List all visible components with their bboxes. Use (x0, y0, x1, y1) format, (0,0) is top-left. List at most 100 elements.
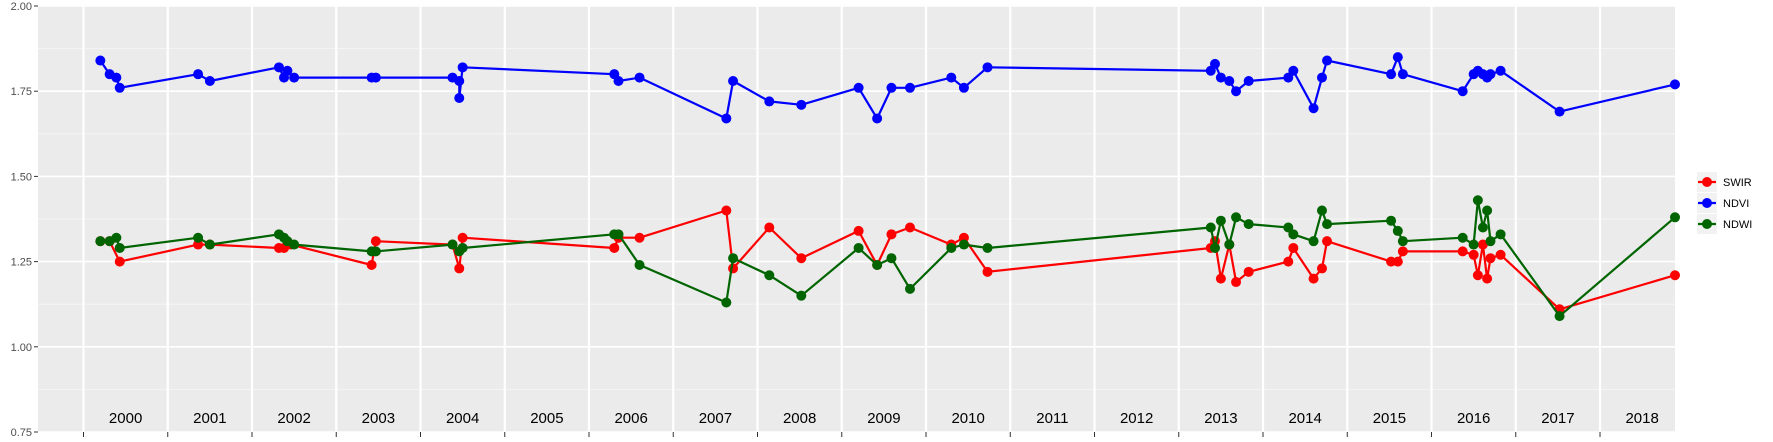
ndvi-point (1392, 52, 1403, 63)
ndvi-point (1670, 79, 1680, 90)
ndvi-point (904, 82, 915, 93)
year-label: 2007 (699, 410, 732, 427)
swir-point (721, 205, 732, 216)
ndvi-point (1288, 65, 1299, 76)
ndwi-point (447, 239, 458, 250)
ndwi-point (886, 253, 897, 264)
ndvi-point (204, 75, 215, 86)
ndwi-point (1316, 205, 1327, 216)
ndvi-point (1308, 103, 1319, 114)
ndvi-point (1224, 75, 1235, 86)
series-ndvi (95, 52, 1680, 124)
ndwi-point (1209, 242, 1220, 253)
swir-point (1243, 266, 1254, 277)
swir-point (114, 256, 125, 267)
y-tick-label: 1.50 (11, 171, 32, 183)
legend-key-point (1702, 219, 1712, 229)
ndwi-point (1243, 219, 1254, 230)
ndwi-point (982, 242, 993, 253)
swir-point (796, 253, 807, 264)
year-label: 2000 (109, 410, 142, 427)
ndvi-point (1485, 69, 1496, 80)
ndvi-point (982, 62, 993, 73)
ndwi-point (1392, 225, 1403, 236)
ndvi-point (1322, 55, 1333, 66)
ndvi-point (1283, 72, 1294, 83)
year-label: 2006 (614, 410, 647, 427)
year-label: 2004 (446, 410, 479, 427)
swir-point (634, 232, 645, 243)
ndwi-point (1477, 222, 1488, 233)
swir-point (1308, 273, 1319, 284)
year-label: 2018 (1625, 410, 1658, 427)
ndvi-point (289, 72, 300, 83)
legend: SWIR NDVI NDWI (1697, 172, 1752, 234)
ndwi-point (1205, 222, 1216, 233)
swir-point (982, 266, 993, 277)
swir-point (1457, 246, 1468, 257)
swir-point (1482, 273, 1493, 284)
year-label: 2013 (1204, 410, 1237, 427)
ndwi-point (457, 242, 468, 253)
ndwi-point (1468, 239, 1479, 250)
ndwi-point (1231, 212, 1242, 223)
ndwi-point (1482, 205, 1493, 216)
swir-point (1316, 263, 1327, 274)
ndwi-point (204, 239, 215, 250)
ndwi-point (721, 297, 732, 308)
ndwi-point (728, 253, 739, 264)
legend-label-swir: SWIR (1723, 177, 1752, 189)
ndvi-point (114, 82, 125, 93)
ndvi-point (796, 99, 807, 110)
ndwi-point (764, 270, 775, 281)
year-label: 2001 (193, 410, 226, 427)
ndvi-point (634, 72, 645, 83)
ndvi-point (454, 75, 465, 86)
swir-point (1495, 249, 1506, 260)
ndwi-point (1283, 222, 1294, 233)
ndvi-point (613, 75, 624, 86)
ndwi-point (904, 283, 915, 294)
ndvi-point (958, 82, 969, 93)
ndwi-point (289, 239, 300, 250)
ndvi-point (111, 72, 122, 83)
ndvi-point (1495, 65, 1506, 76)
year-label: 2003 (362, 410, 395, 427)
ndvi-point (1386, 69, 1397, 80)
year-label: 2012 (1120, 410, 1153, 427)
ndvi-point (721, 113, 732, 124)
legend-label-ndvi: NDVI (1723, 198, 1749, 210)
y-tick-label: 0.75 (11, 427, 32, 439)
swir-point (1392, 256, 1403, 267)
swir-point (457, 232, 468, 243)
ndvi-point (1316, 72, 1327, 83)
y-tick-label: 1.00 (11, 342, 32, 354)
swir-point (1477, 239, 1488, 250)
swir-point (764, 222, 775, 233)
ndvi-point (1231, 86, 1242, 97)
year-label: 2010 (951, 410, 984, 427)
swir-point (1322, 236, 1333, 247)
ndvi-point (1243, 75, 1254, 86)
ndvi-point (1397, 69, 1408, 80)
swir-point (1468, 249, 1479, 260)
ndvi-point (764, 96, 775, 107)
legend-label-ndwi: NDWI (1723, 219, 1752, 231)
ndwi-point (370, 246, 381, 257)
ndwi-point (613, 229, 624, 240)
swir-point (1283, 256, 1294, 267)
swir-point (1397, 246, 1408, 257)
ndwi-point (1215, 215, 1226, 226)
ndwi-point (1397, 236, 1408, 247)
swir-point (1485, 253, 1496, 264)
ndvi-point (886, 82, 897, 93)
ndvi-point (946, 72, 957, 83)
swir-point (1472, 270, 1483, 281)
ndvi-point (273, 62, 284, 73)
ndvi-point (95, 55, 106, 66)
series-ndwi (95, 195, 1680, 322)
ndwi-point (1670, 212, 1680, 223)
year-label: 2014 (1288, 410, 1321, 427)
swir-point (454, 263, 465, 274)
ndvi-point (728, 75, 739, 86)
